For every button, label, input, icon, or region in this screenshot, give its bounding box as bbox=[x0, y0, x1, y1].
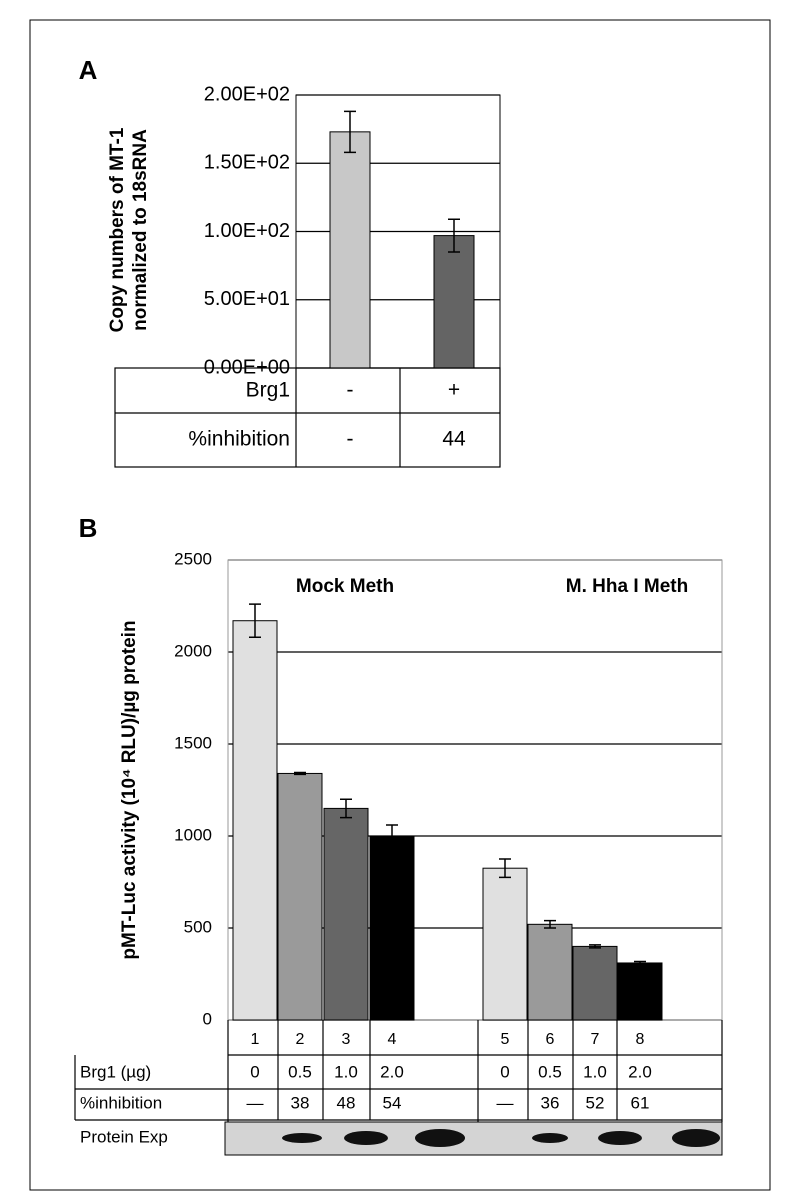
error-bar bbox=[499, 858, 511, 879]
error-bar bbox=[589, 944, 601, 949]
y-tick-label: 500 bbox=[184, 917, 212, 936]
bar bbox=[277, 772, 323, 1021]
bar bbox=[617, 962, 663, 1021]
table-cell: 54 bbox=[383, 1093, 402, 1112]
table-cell: 2.0 bbox=[380, 1062, 404, 1081]
error-bar bbox=[340, 798, 352, 819]
y-axis-label: pMT-Luc activity (10⁴ RLU)/µg protein bbox=[119, 620, 140, 959]
table-cell: 2.0 bbox=[628, 1062, 652, 1081]
error-bar bbox=[294, 771, 306, 776]
y-tick-label: 1.50E+02 bbox=[204, 152, 290, 174]
table-cell: — bbox=[247, 1093, 264, 1112]
row-label: %inhibition bbox=[188, 428, 290, 451]
table-cell: 0 bbox=[500, 1062, 509, 1081]
x-tick-label: 8 bbox=[636, 1031, 645, 1048]
blot-bands bbox=[282, 1129, 720, 1147]
bar bbox=[572, 945, 618, 1021]
table-cell: 0.5 bbox=[288, 1062, 312, 1081]
y-tick-label: 1000 bbox=[174, 825, 212, 844]
table-cell: - bbox=[347, 379, 354, 402]
bar bbox=[482, 867, 528, 1021]
bar bbox=[369, 835, 415, 1021]
table-cell: 1.0 bbox=[583, 1062, 607, 1081]
y-tick-label: 2000 bbox=[174, 641, 212, 660]
error-bar bbox=[448, 218, 460, 253]
bar bbox=[232, 620, 278, 1021]
panel-label: A bbox=[79, 55, 98, 85]
bar bbox=[433, 235, 475, 369]
table-cell: 0 bbox=[250, 1062, 259, 1081]
table-cell: 44 bbox=[442, 428, 466, 451]
error-bar bbox=[344, 110, 356, 154]
x-tick-label: 5 bbox=[501, 1031, 510, 1048]
table-border bbox=[114, 367, 501, 468]
row-label: Brg1 (µg) bbox=[80, 1062, 151, 1081]
bar bbox=[323, 807, 369, 1021]
row-label: Brg1 bbox=[246, 379, 290, 402]
error-bar bbox=[634, 960, 646, 966]
table-cell: — bbox=[497, 1093, 514, 1112]
band bbox=[344, 1131, 388, 1145]
band bbox=[672, 1129, 720, 1147]
table-cell: 1.0 bbox=[334, 1062, 358, 1081]
annotation: M. Hha I Meth bbox=[566, 576, 688, 597]
error-bar bbox=[386, 824, 398, 848]
table-cell: - bbox=[347, 428, 354, 451]
error-bar bbox=[544, 919, 556, 929]
x-tick-label: 3 bbox=[342, 1031, 351, 1048]
x-tick-label: 6 bbox=[546, 1031, 555, 1048]
x-tick-label: 2 bbox=[296, 1031, 305, 1048]
panel-label: B bbox=[79, 513, 98, 543]
band bbox=[415, 1129, 465, 1147]
plot-border bbox=[227, 559, 723, 1021]
figure-border bbox=[29, 19, 771, 1191]
x-tick-label: 4 bbox=[388, 1031, 397, 1048]
y-axis-label: Copy numbers of MT-1 bbox=[107, 127, 128, 332]
bar bbox=[329, 131, 371, 369]
band bbox=[532, 1133, 568, 1143]
y-tick-label: 1.00E+02 bbox=[204, 220, 290, 242]
table-cell: + bbox=[448, 379, 460, 402]
table-cell: 61 bbox=[631, 1093, 650, 1112]
table-cell: 36 bbox=[541, 1093, 560, 1112]
band bbox=[282, 1133, 322, 1143]
table-cell: 52 bbox=[586, 1093, 605, 1112]
row-label: %inhibition bbox=[80, 1093, 162, 1112]
error-bar bbox=[249, 603, 261, 639]
y-tick-label: 5.00E+01 bbox=[204, 288, 290, 310]
band bbox=[598, 1131, 642, 1145]
table-cell: 0.5 bbox=[538, 1062, 562, 1081]
table-cell: 48 bbox=[337, 1093, 356, 1112]
y-tick-label: 1500 bbox=[174, 733, 212, 752]
annotation: Mock Meth bbox=[296, 576, 394, 597]
row-label: Protein Exp bbox=[80, 1127, 168, 1146]
bar bbox=[527, 923, 573, 1021]
x-tick-label: 1 bbox=[251, 1031, 260, 1048]
y-tick-label: 2.00E+02 bbox=[204, 83, 290, 105]
x-tick-label: 7 bbox=[591, 1031, 600, 1048]
y-tick-label: 0.00E+00 bbox=[204, 356, 290, 378]
y-tick-label: 0 bbox=[203, 1009, 212, 1028]
table-cell: 38 bbox=[291, 1093, 310, 1112]
y-tick-label: 2500 bbox=[174, 549, 212, 568]
y-axis-label: normalized to 18sRNA bbox=[130, 129, 151, 331]
